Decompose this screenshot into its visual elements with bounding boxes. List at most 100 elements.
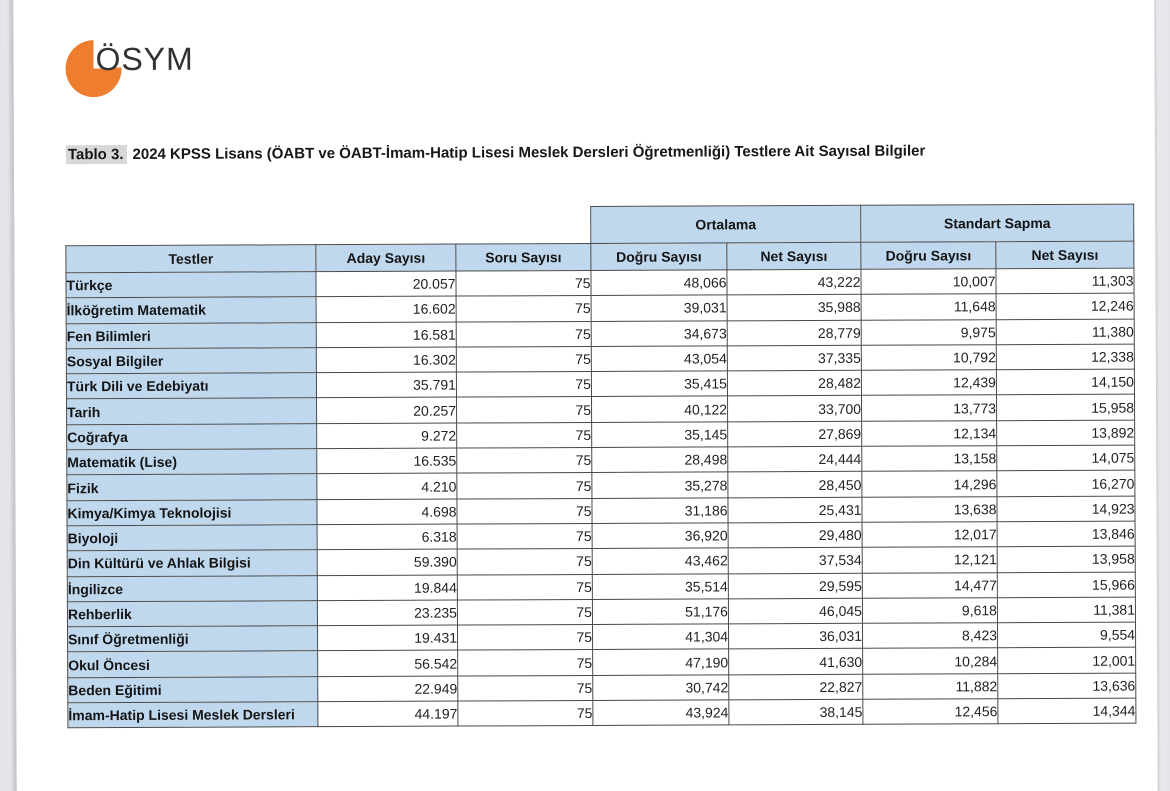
- value-cell: 75: [456, 422, 592, 449]
- value-cell: 10,792: [861, 344, 997, 371]
- value-cell: 12,134: [861, 420, 997, 447]
- value-cell: 41,630: [728, 648, 863, 675]
- value-cell: 13,892: [996, 419, 1135, 446]
- value-cell: 34,673: [591, 320, 728, 347]
- value-cell: 43,462: [592, 548, 729, 575]
- column-header-soru-sayisi: Soru Sayısı: [455, 243, 591, 272]
- value-cell: 37,335: [727, 345, 862, 372]
- value-cell: 12,338: [996, 343, 1135, 370]
- value-cell: 28,482: [727, 370, 862, 397]
- value-cell: 20.057: [315, 271, 457, 297]
- value-cell: 59.390: [317, 549, 458, 576]
- row-header-cell: Türkçe: [65, 271, 317, 299]
- row-header-cell: İlköğretim Matematik: [66, 296, 317, 324]
- table-title: Tablo 3. 2024 KPSS Lisans (ÖABT ve ÖABT-İ…: [65, 142, 926, 165]
- value-cell: 39,031: [591, 295, 728, 322]
- value-cell: 75: [456, 371, 592, 398]
- value-cell: 9,618: [862, 597, 998, 624]
- value-cell: 35,988: [727, 294, 862, 321]
- value-cell: 13,638: [861, 496, 998, 523]
- value-cell: 35,514: [592, 573, 729, 600]
- value-cell: 9,975: [861, 319, 997, 346]
- value-cell: 12,001: [997, 647, 1136, 674]
- value-cell: 19.844: [317, 574, 458, 601]
- blank-cell: [66, 208, 316, 246]
- table-body: Türkçe 20.057 75 48,066 43,222 10,007 11,303 İl…: [65, 268, 1136, 729]
- value-cell: 24,444: [727, 446, 862, 473]
- value-cell: 13,958: [997, 546, 1136, 573]
- value-cell: 35.791: [316, 372, 457, 399]
- value-cell: 14,477: [862, 572, 998, 599]
- row-header-cell: Fizik: [66, 474, 317, 501]
- value-cell: 9,554: [997, 622, 1136, 649]
- row-header-cell: Sosyal Bilgiler: [66, 347, 317, 374]
- row-header-cell: Beden Eğitimi: [67, 676, 318, 703]
- row-header-cell: İmam-Hatip Lisesi Meslek Dersleri: [67, 701, 318, 729]
- value-cell: 75: [455, 270, 592, 297]
- table-row: İmam-Hatip Lisesi Meslek Dersleri 44.197 7…: [67, 698, 1136, 729]
- value-cell: 75: [457, 548, 593, 575]
- value-cell: 4.210: [316, 473, 457, 500]
- value-cell: 75: [456, 498, 593, 525]
- row-header-cell: Coğrafya: [66, 423, 317, 450]
- value-cell: 13,846: [997, 521, 1136, 547]
- value-cell: 41,304: [592, 624, 729, 650]
- value-cell: 56.542: [317, 650, 458, 677]
- value-cell: 75: [457, 599, 593, 626]
- row-header-cell: Sınıf Öğretmenliği: [67, 625, 318, 653]
- value-cell: 28,450: [727, 471, 862, 498]
- value-cell: 13,158: [861, 445, 997, 472]
- column-header-ss-net: Net Sayısı: [995, 241, 1134, 269]
- table-title-label: Tablo 3.: [65, 144, 127, 165]
- column-header-ortalama-net: Net Sayısı: [726, 242, 861, 270]
- blank-cell: [456, 206, 591, 244]
- row-header-cell: Rehberlik: [67, 600, 318, 627]
- value-cell: 29,595: [728, 572, 863, 599]
- column-header-testler: Testler: [65, 244, 316, 273]
- value-cell: 6.318: [317, 524, 458, 550]
- value-cell: 14,923: [996, 495, 1136, 522]
- row-header-cell: İngilizce: [67, 575, 318, 602]
- value-cell: 16.581: [316, 321, 457, 348]
- value-cell: 75: [456, 295, 592, 322]
- value-cell: 30,742: [592, 674, 729, 701]
- value-cell: 43,054: [591, 345, 728, 372]
- document-page: ÖSYM Tablo 3. 2024 KPSS Lisans (ÖABT ve Ö…: [11, 0, 1158, 791]
- value-cell: 16,270: [996, 470, 1135, 497]
- value-cell: 12,456: [862, 698, 998, 725]
- value-cell: 8,423: [862, 622, 998, 649]
- value-cell: 75: [457, 700, 593, 727]
- column-header-aday-sayisi: Aday Sayısı: [315, 244, 456, 272]
- value-cell: 10,284: [862, 648, 998, 675]
- value-cell: 16.302: [316, 346, 457, 373]
- row-header-cell: Okul Öncesi: [67, 651, 318, 678]
- value-cell: 28,779: [727, 319, 862, 346]
- group-header-ortalama: Ortalama: [590, 205, 861, 244]
- row-header-cell: Din Kültürü ve Ahlak Bilgisi: [67, 549, 318, 577]
- blank-cell: [316, 207, 456, 245]
- value-cell: 22.949: [317, 675, 458, 702]
- value-cell: 11,882: [862, 673, 998, 700]
- value-cell: 4.698: [316, 498, 458, 525]
- value-cell: 13,773: [861, 395, 997, 422]
- row-header-cell: Fen Bilimleri: [66, 322, 317, 349]
- value-cell: 11,648: [861, 294, 997, 320]
- value-cell: 12,439: [861, 369, 997, 396]
- value-cell: 44.197: [317, 701, 458, 728]
- value-cell: 48,066: [590, 269, 728, 296]
- value-cell: 22,827: [728, 674, 863, 700]
- value-cell: 36,920: [592, 522, 729, 549]
- row-header-cell: Matematik (Lise): [66, 448, 317, 476]
- row-header-cell: Biyoloji: [67, 524, 318, 552]
- table-title-text: 2024 KPSS Lisans (ÖABT ve ÖABT-İmam-Hati…: [132, 142, 926, 163]
- value-cell: 35,278: [591, 472, 728, 499]
- value-cell: 75: [456, 346, 592, 373]
- value-cell: 75: [456, 447, 592, 474]
- value-cell: 35,415: [591, 371, 728, 397]
- value-cell: 11,381: [997, 596, 1136, 623]
- value-cell: 35,145: [591, 421, 728, 448]
- group-header-standart-sapma: Standart Sapma: [860, 204, 1134, 243]
- value-cell: 75: [456, 321, 592, 347]
- value-cell: 14,344: [997, 698, 1136, 725]
